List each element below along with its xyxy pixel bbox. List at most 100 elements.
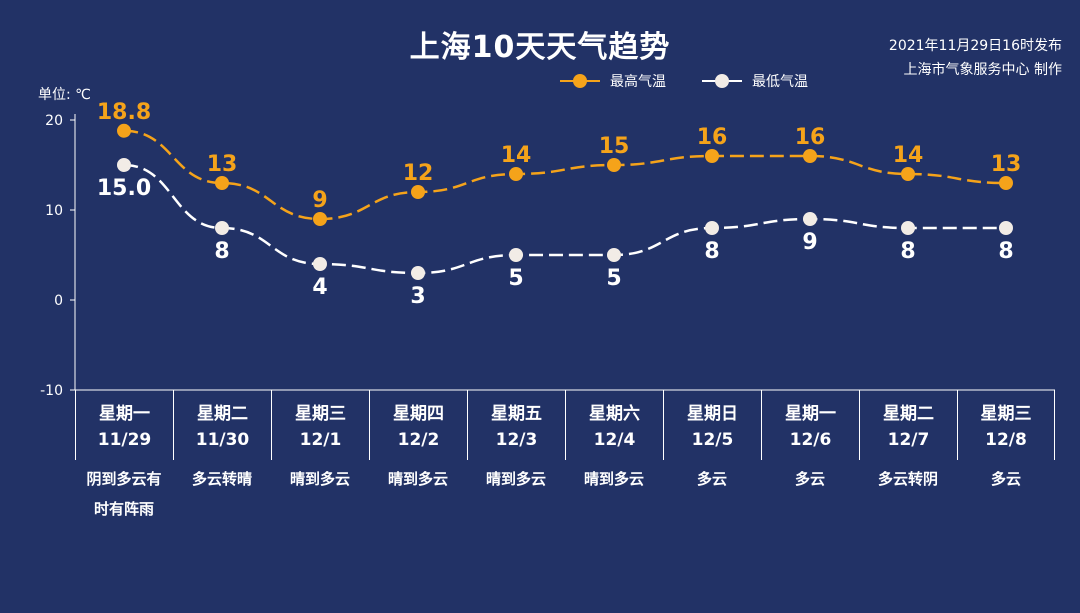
low-temp-point [705, 221, 719, 235]
weather-label: 晴到多云 [485, 470, 546, 488]
low-temp-line [123, 163, 1006, 275]
weather-label: 晴到多云 [387, 470, 448, 488]
high-temp-label: 12 [403, 161, 434, 186]
low-temp-point [411, 266, 425, 280]
weekday-label: 星期一 [99, 404, 150, 424]
day-column: 星期五 12/3 [467, 390, 565, 460]
y-tick-label: 10 [45, 203, 63, 219]
weather-label: 阴到多云有时有阵雨 [86, 470, 162, 518]
legend: 最高气温 最低气温 [560, 70, 844, 92]
day-column: 星期三 12/1 [271, 390, 369, 460]
weather-label: 晴到多云 [583, 470, 644, 488]
weekday-label: 星期四 [393, 404, 444, 424]
issuer: 上海市气象服务中心 制作 [903, 62, 1062, 78]
high-temp-point [215, 176, 229, 190]
high-temp-point [509, 167, 523, 181]
low-temp-point [803, 212, 817, 226]
high-temp-line [123, 129, 1007, 221]
day-columns: 星期一 11/29 星期二 11/30 星期三 12/1 星期四 12/2 星期五 12/… [75, 390, 1055, 460]
high-temp-label: 16 [795, 125, 826, 150]
weather-label: 多云 [696, 470, 727, 488]
legend-item-high: 最高气温 [560, 71, 666, 91]
day-column: 星期一 11/29 [75, 390, 173, 460]
high-temp-label: 14 [501, 143, 532, 168]
low-temp-label: 8 [214, 239, 229, 264]
legend-high-marker-icon [560, 74, 600, 88]
weather-label: 多云 [990, 470, 1021, 488]
low-temp-point [215, 221, 229, 235]
low-temp-point [999, 221, 1013, 235]
weather-conditions: 阴到多云有时有阵雨 多云转晴 晴到多云 晴到多云 晴到多云 晴到多云 多云 多云… [75, 462, 1055, 524]
day-column: 星期日 12/5 [663, 390, 761, 460]
high-temp-point [117, 123, 131, 138]
day-column: 星期四 12/2 [369, 390, 467, 460]
y-tick-label: -10 [40, 383, 63, 399]
low-temp-label: 8 [704, 239, 719, 264]
high-temp-point [411, 185, 425, 199]
day-column: 星期六 12/4 [565, 390, 663, 460]
date-label: 11/29 [97, 430, 152, 450]
high-temp-point [607, 158, 621, 172]
low-temp-point [313, 257, 327, 271]
low-temp-label: 9 [802, 230, 817, 255]
weekday-label: 星期三 [295, 404, 346, 424]
date-label: 12/1 [299, 430, 342, 450]
y-tick-label: 20 [45, 113, 63, 129]
weekday-label: 星期日 [687, 404, 738, 424]
date-label: 12/3 [495, 430, 538, 450]
high-temp-point [999, 176, 1013, 190]
date-label: 12/8 [985, 430, 1027, 450]
legend-low-marker-icon [702, 74, 742, 88]
high-temp-point [313, 212, 327, 226]
weekday-label: 星期五 [491, 404, 542, 424]
high-temp-point [705, 149, 719, 163]
low-temp-point [607, 248, 621, 262]
day-column: 星期三 12/8 [957, 390, 1055, 460]
date-label: 12/5 [691, 430, 734, 450]
low-temp-point [901, 221, 915, 235]
high-temp-label: 15 [599, 134, 630, 159]
date-label: 12/4 [593, 430, 636, 450]
weather-label: 多云转晴 [191, 470, 252, 488]
weather-label: 晴到多云 [289, 470, 350, 488]
weather-label: 多云 [794, 470, 825, 488]
date-label: 12/2 [397, 430, 440, 450]
weekday-label: 星期二 [883, 404, 934, 424]
high-temp-label: 16 [697, 125, 728, 150]
date-label: 11/30 [195, 430, 250, 450]
weekday-label: 星期二 [197, 404, 248, 424]
legend-high-label: 最高气温 [610, 74, 666, 90]
high-temp-label: 14 [893, 143, 924, 168]
low-temp-point [509, 248, 523, 262]
day-column: 星期一 12/6 [761, 390, 859, 460]
high-temp-label: 9 [312, 188, 327, 213]
high-temp-point [901, 167, 915, 181]
low-temp-point [117, 158, 131, 172]
day-column: 星期二 12/7 [859, 390, 957, 460]
chart-title: 上海10天天气趋势 [409, 30, 671, 65]
weekday-label: 星期六 [589, 404, 640, 424]
weekday-label: 星期一 [785, 404, 836, 424]
high-temp-label: 18.8 [97, 100, 151, 125]
low-temp-label: 8 [998, 239, 1013, 264]
issued-time: 2021年11月29日16时发布 [888, 38, 1062, 54]
low-temp-label: 5 [508, 266, 523, 291]
date-label: 12/7 [887, 430, 930, 450]
unit-label: 单位: ℃ [38, 87, 91, 103]
high-temp-label: 13 [207, 152, 238, 177]
low-temp-label: 15.0 [97, 176, 151, 201]
weekday-label: 星期三 [980, 404, 1032, 424]
legend-item-low: 最低气温 [702, 71, 808, 91]
high-temp-label: 13 [991, 152, 1022, 177]
issue-info: 2021年11月29日16时发布 上海市气象服务中心 制作 [889, 34, 1062, 82]
low-temp-label: 8 [900, 239, 915, 264]
date-label: 12/6 [789, 430, 832, 450]
low-temp-label: 5 [606, 266, 621, 291]
low-temp-label: 3 [410, 284, 425, 309]
day-column: 星期二 11/30 [173, 390, 271, 460]
low-temp-label: 4 [312, 275, 327, 300]
legend-low-label: 最低气温 [752, 74, 808, 90]
y-tick-label: 0 [54, 293, 63, 309]
high-temp-point [803, 149, 817, 163]
